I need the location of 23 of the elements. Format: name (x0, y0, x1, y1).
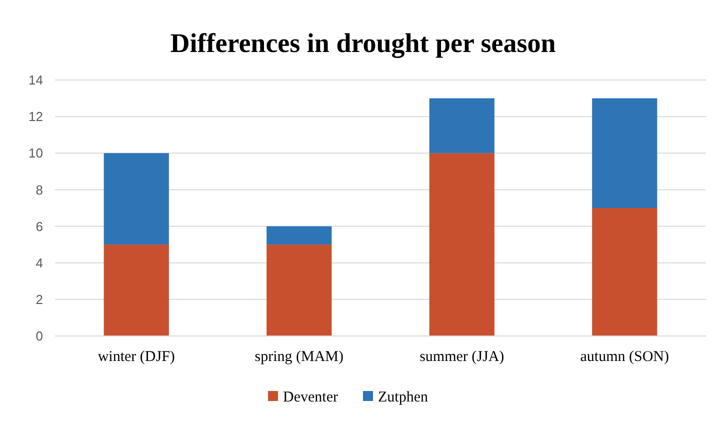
bar (429, 153, 494, 336)
y-tick-label: 0 (36, 328, 43, 344)
bar (266, 244, 332, 336)
y-tick-label: 12 (28, 109, 43, 124)
y-tick-label: 4 (36, 255, 43, 270)
y-tick-label: 8 (36, 182, 43, 198)
y-tick-label: 2 (36, 292, 43, 307)
bar (592, 98, 658, 208)
x-tick-label: summer (JJA) (420, 349, 504, 365)
bar (104, 244, 169, 336)
bar (429, 98, 494, 154)
y-tick-label: 10 (28, 146, 43, 161)
chart-title: Differences in drought per season (170, 28, 556, 58)
legend-label: Deventer (283, 389, 338, 406)
bar (592, 208, 658, 336)
bar (104, 153, 169, 245)
y-tick-label: 6 (36, 218, 43, 234)
legend-label: Zutphen (378, 389, 428, 406)
x-tick-label: spring (MAM) (254, 349, 344, 365)
y-tick-label: 14 (28, 72, 43, 88)
x-tick-label: winter (DJF) (98, 349, 175, 365)
x-tick-label: autumn (SON) (580, 349, 669, 365)
bar (266, 226, 332, 245)
